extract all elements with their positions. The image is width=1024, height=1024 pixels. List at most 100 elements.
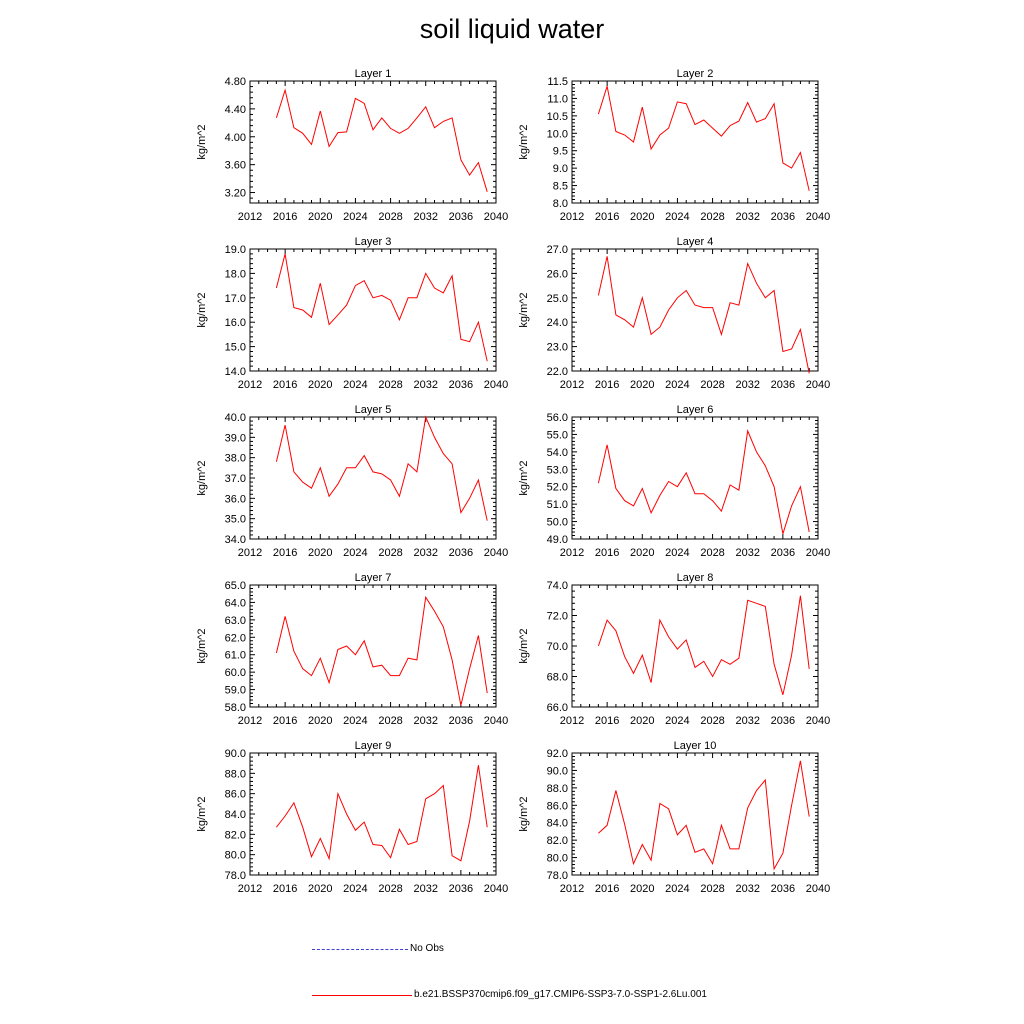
data-point bbox=[686, 825, 687, 826]
series-line bbox=[275, 415, 488, 521]
panel-layer-9: Layer 9 kg/m^2 2012 2016 2020 2024 2028 2032 203… bbox=[196, 740, 508, 895]
y-tick-label: 72.0 bbox=[547, 611, 568, 623]
data-point bbox=[408, 128, 409, 129]
x-tick-label: 2016 bbox=[273, 715, 297, 727]
x-tick-label: 2016 bbox=[595, 211, 619, 223]
x-tick-label: 2024 bbox=[343, 211, 367, 223]
series-line bbox=[597, 429, 810, 534]
x-tick-label: 2040 bbox=[484, 715, 508, 727]
data-point bbox=[320, 658, 321, 659]
y-tick-label: 19.0 bbox=[225, 244, 246, 256]
y-tick-label: 49.0 bbox=[547, 534, 568, 546]
data-point bbox=[276, 287, 277, 288]
y-tick-label: 38.0 bbox=[225, 453, 246, 465]
panel-title: Layer 2 bbox=[677, 68, 714, 80]
data-point bbox=[800, 486, 801, 487]
y-tick-label: 9.0 bbox=[553, 163, 568, 175]
y-tick-label: 25.0 bbox=[547, 293, 568, 305]
plot-frame bbox=[571, 80, 819, 204]
y-tick-label: 55.0 bbox=[547, 429, 568, 441]
x-tick-label: 2012 bbox=[560, 211, 584, 223]
data-point bbox=[624, 319, 625, 320]
data-point bbox=[311, 144, 312, 145]
x-tick-label: 2032 bbox=[413, 715, 437, 727]
y-tick-label: 26.0 bbox=[547, 268, 568, 280]
panel-title: Layer 10 bbox=[674, 740, 717, 752]
panel-title: Layer 3 bbox=[355, 236, 392, 248]
y-tick-label: 84.0 bbox=[225, 809, 246, 821]
y-tick-label: 80.0 bbox=[547, 853, 568, 865]
data-point bbox=[765, 779, 766, 780]
y-axis-label: kg/m^2 bbox=[196, 124, 208, 159]
x-tick-label: 2020 bbox=[308, 715, 332, 727]
data-point bbox=[469, 821, 470, 822]
x-tick-label: 2040 bbox=[484, 211, 508, 223]
data-point bbox=[721, 825, 722, 826]
data-point bbox=[416, 841, 417, 842]
data-point bbox=[712, 676, 713, 677]
y-tick-label: 88.0 bbox=[225, 768, 246, 780]
data-point bbox=[443, 121, 444, 122]
chart-title: soil liquid water bbox=[419, 14, 605, 44]
data-point bbox=[800, 152, 801, 153]
x-tick-label: 2016 bbox=[273, 211, 297, 223]
data-point bbox=[756, 603, 757, 604]
data-point bbox=[372, 129, 373, 130]
data-point bbox=[355, 467, 356, 468]
data-point bbox=[381, 665, 382, 666]
x-tick-label: 2024 bbox=[665, 547, 689, 559]
data-point bbox=[276, 652, 277, 653]
data-point bbox=[712, 863, 713, 864]
data-point bbox=[443, 785, 444, 786]
x-tick-label: 2028 bbox=[378, 211, 402, 223]
y-tick-label: 50.0 bbox=[547, 517, 568, 529]
data-point bbox=[721, 135, 722, 136]
data-point bbox=[328, 496, 329, 497]
data-point bbox=[276, 117, 277, 118]
y-tick-label: 88.0 bbox=[547, 783, 568, 795]
data-point bbox=[659, 326, 660, 327]
data-point bbox=[285, 89, 286, 90]
y-tick-label: 8.5 bbox=[553, 181, 568, 193]
data-point bbox=[765, 606, 766, 607]
y-tick-label: 92.0 bbox=[547, 748, 568, 760]
data-point bbox=[276, 461, 277, 462]
data-point bbox=[694, 667, 695, 668]
data-point bbox=[747, 430, 748, 431]
panel-title: Layer 8 bbox=[677, 572, 714, 584]
y-tick-label: 59.0 bbox=[225, 685, 246, 697]
x-tick-label: 2024 bbox=[665, 883, 689, 895]
data-point bbox=[372, 666, 373, 667]
x-tick-label: 2012 bbox=[238, 883, 262, 895]
y-tick-label: 90.0 bbox=[225, 748, 246, 760]
y-tick-label: 54.0 bbox=[547, 447, 568, 459]
y-tick-label: 78.0 bbox=[547, 870, 568, 882]
data-point bbox=[791, 348, 792, 349]
data-point bbox=[399, 675, 400, 676]
data-point bbox=[659, 134, 660, 135]
y-tick-label: 58.0 bbox=[225, 702, 246, 714]
data-point bbox=[730, 848, 731, 849]
data-point bbox=[642, 488, 643, 489]
data-point bbox=[478, 322, 479, 323]
data-point bbox=[451, 275, 452, 276]
data-point bbox=[686, 103, 687, 104]
y-tick-label: 70.0 bbox=[547, 641, 568, 653]
y-tick-label: 56.0 bbox=[547, 412, 568, 424]
data-point bbox=[730, 302, 731, 303]
data-point bbox=[782, 351, 783, 352]
panel-layer-2: Layer 2 kg/m^2 2012 2016 2020 2024 2028 2032 203… bbox=[518, 68, 830, 223]
x-tick-label: 2020 bbox=[630, 715, 654, 727]
y-tick-label: 15.0 bbox=[225, 342, 246, 354]
data-point bbox=[677, 101, 678, 102]
data-point bbox=[712, 500, 713, 501]
x-tick-label: 2024 bbox=[665, 715, 689, 727]
data-point bbox=[320, 467, 321, 468]
data-point bbox=[703, 661, 704, 662]
data-point bbox=[328, 858, 329, 859]
y-tick-label: 37.0 bbox=[225, 473, 246, 485]
data-point bbox=[346, 305, 347, 306]
data-point bbox=[416, 297, 417, 298]
data-point bbox=[434, 793, 435, 794]
data-point bbox=[800, 760, 801, 761]
